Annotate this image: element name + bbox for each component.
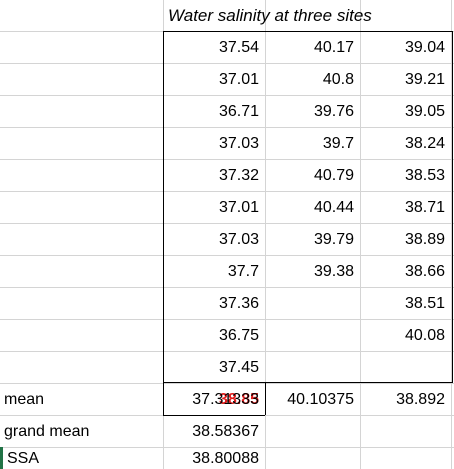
data-cell[interactable]: 38.53 (404, 167, 445, 184)
grid-line (0, 447, 454, 448)
ssa-label[interactable]: SSA (7, 450, 40, 467)
data-cell[interactable]: 39.79 (313, 231, 354, 248)
data-cell[interactable]: 37.7 (227, 263, 259, 280)
data-cell[interactable]: 39.05 (404, 103, 445, 120)
data-cell[interactable]: 38.24 (404, 135, 445, 152)
data-cell[interactable]: 39.76 (313, 103, 354, 120)
grand-mean-label[interactable]: grand mean (4, 423, 90, 440)
grid-line (0, 127, 454, 128)
data-border (265, 383, 266, 415)
data-cell[interactable]: 40.17 (313, 39, 354, 56)
mean-label[interactable]: mean (4, 391, 45, 408)
grand-mean-value[interactable]: 38.58367 (192, 423, 259, 440)
grid-line (360, 0, 361, 469)
ssa-value[interactable]: 38.80088 (192, 450, 259, 467)
data-border (163, 31, 453, 383)
grid-line (0, 351, 454, 352)
data-cell[interactable]: 37.32 (218, 167, 259, 184)
data-cell[interactable]: 36.71 (218, 103, 259, 120)
data-cell[interactable]: 37.01 (218, 71, 259, 88)
highlighted-cell[interactable]: 38.85 (218, 391, 259, 408)
data-cell[interactable]: 38.89 (404, 231, 445, 248)
grid-line (0, 223, 454, 224)
data-cell[interactable]: 40.8 (322, 71, 354, 88)
active-cell-indicator (0, 447, 3, 469)
data-cell[interactable]: 37.01 (218, 199, 259, 216)
grid-line (0, 287, 454, 288)
sheet-title[interactable]: Water salinity at three sites (168, 6, 372, 25)
data-border (163, 383, 164, 415)
grid-line (0, 319, 454, 320)
grid-line (0, 159, 454, 160)
data-cell[interactable]: 37.36 (218, 295, 259, 312)
data-cell[interactable]: 37.03 (218, 135, 259, 152)
data-cell[interactable]: 39.7 (322, 135, 354, 152)
grid-line (0, 383, 454, 384)
mean-value-cell[interactable]: 40.10375 (287, 391, 354, 408)
data-cell[interactable]: 40.44 (313, 199, 354, 216)
data-cell[interactable]: 40.79 (313, 167, 354, 184)
data-cell[interactable]: 37.54 (218, 39, 259, 56)
data-cell[interactable]: 37.45 (218, 359, 259, 376)
data-cell[interactable]: 38.66 (404, 263, 445, 280)
data-border (163, 415, 265, 416)
mean-value-cell[interactable]: 37.31333 (192, 391, 259, 408)
data-cell[interactable]: 37.03 (218, 231, 259, 248)
mean-value-cell[interactable]: 38.892 (396, 391, 445, 408)
data-cell[interactable]: 39.38 (313, 263, 354, 280)
grid-line (0, 95, 454, 96)
data-cell[interactable]: 39.04 (404, 39, 445, 56)
data-cell[interactable]: 36.75 (218, 327, 259, 344)
data-cell[interactable]: 39.21 (404, 71, 445, 88)
grid-line (0, 63, 454, 64)
data-cell[interactable]: 38.51 (404, 295, 445, 312)
data-cell[interactable]: 38.71 (404, 199, 445, 216)
grid-line (451, 0, 452, 469)
grid-line (265, 0, 266, 469)
grid-line (0, 255, 454, 256)
data-cell[interactable]: 40.08 (404, 327, 445, 344)
grid-line (0, 191, 454, 192)
